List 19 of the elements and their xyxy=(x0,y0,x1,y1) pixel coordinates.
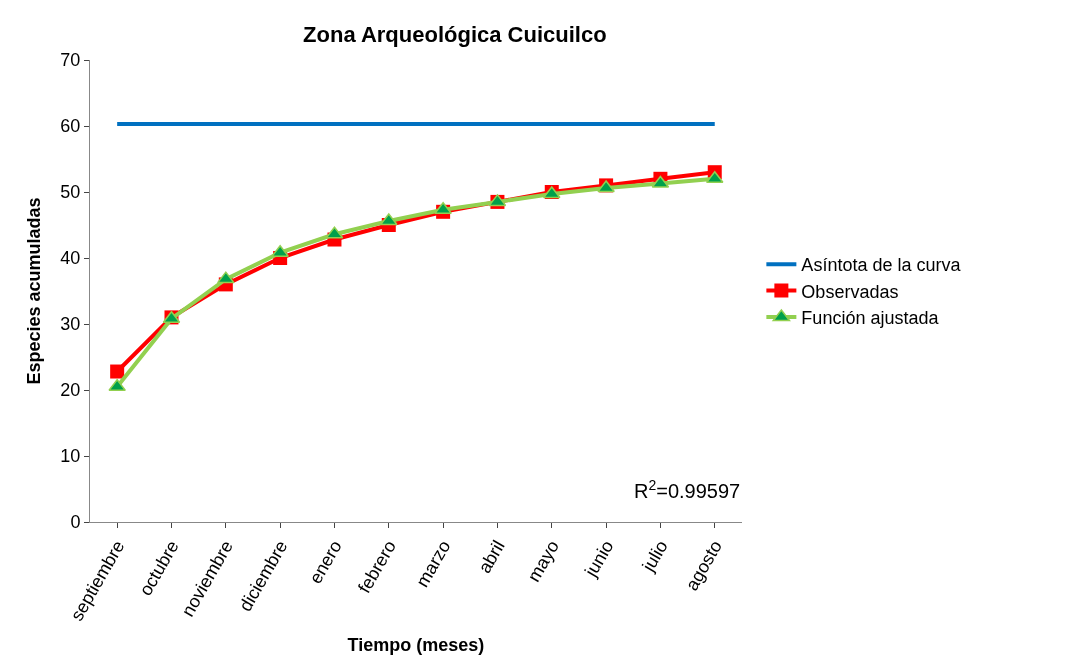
y-tick-label: 30 xyxy=(60,314,81,335)
y-axis-title: Especies acumuladas xyxy=(23,197,44,385)
y-tick-label: 40 xyxy=(60,248,81,269)
y-tick-label: 10 xyxy=(60,446,81,467)
y-tick-label: 20 xyxy=(60,380,81,401)
y-tick-label: 70 xyxy=(60,50,81,71)
point xyxy=(434,202,452,215)
legend-label: Asíntota de la curva xyxy=(801,255,962,276)
y-tick-label: 0 xyxy=(70,512,81,533)
chart-title: Zona Arqueológica Cuicuilco xyxy=(303,21,607,47)
annotation: R$^{2}$=0.99597 xyxy=(634,477,741,503)
x-axis-title: Tiempo (meses) xyxy=(347,635,485,656)
point xyxy=(110,364,125,379)
legend-label: Función ajustada xyxy=(801,308,940,329)
point xyxy=(108,378,126,391)
legend-label: Observadas xyxy=(801,281,899,302)
y-tick-label: 50 xyxy=(60,182,81,203)
point xyxy=(271,244,289,257)
y-tick-label: 60 xyxy=(60,116,81,137)
